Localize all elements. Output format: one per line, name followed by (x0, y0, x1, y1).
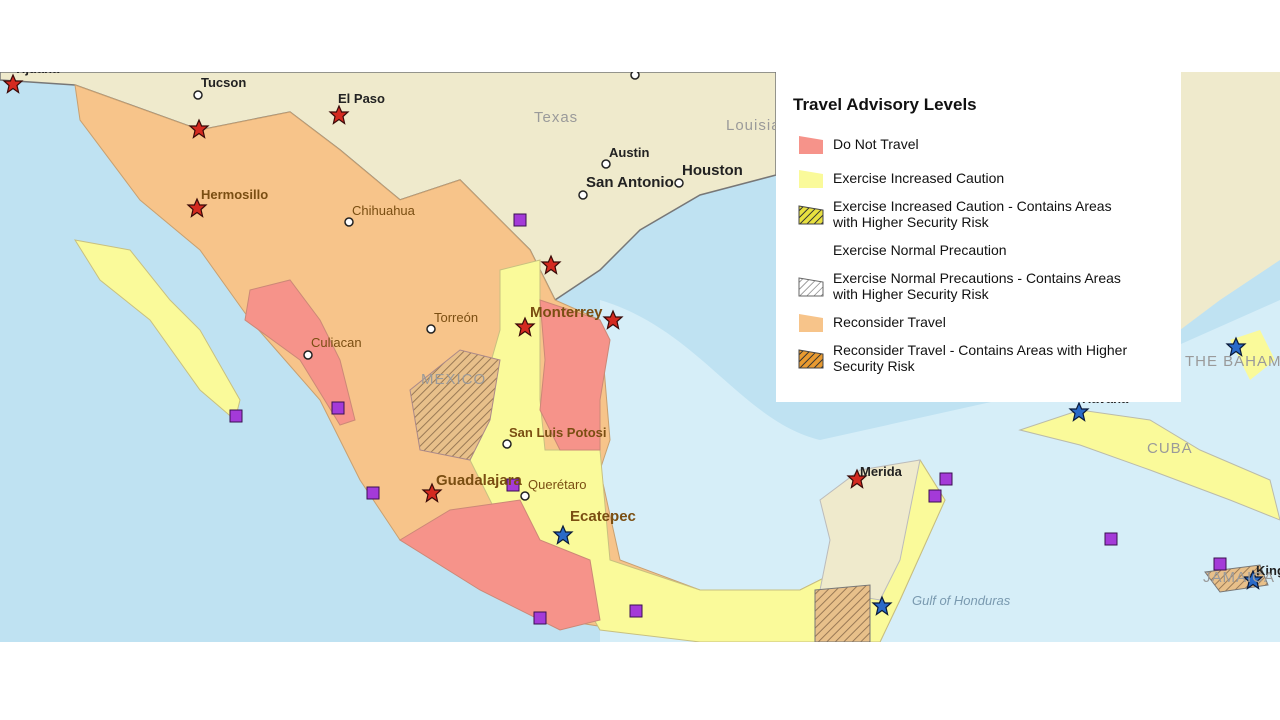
city-label: El Paso (338, 91, 385, 106)
city-dots (193, 72, 684, 501)
bahamas (1230, 330, 1275, 380)
city-dot (193, 90, 203, 100)
yucatan (819, 459, 921, 601)
city-label: Tijuana (14, 61, 60, 76)
do-not-travel-tamaulipas (539, 299, 611, 451)
purple-marker (506, 478, 520, 492)
city-label: Monterrey (530, 304, 603, 321)
region-label: JAMAICA (1203, 569, 1275, 586)
city-label: Merida (860, 464, 903, 479)
region-label: THE BAHAMAS (1185, 353, 1280, 370)
legend-swatch (798, 277, 824, 297)
region-label: CUBA (1147, 440, 1193, 457)
do-not-travel-sinaloa (244, 279, 356, 426)
purple-marker (366, 486, 380, 500)
legend-item: Exercise Increased Caution - Contains Ar… (833, 198, 1112, 230)
legend-item: Exercise Normal Precaution (833, 242, 1007, 258)
city-label: Ecatepec (570, 508, 636, 525)
city-dot (520, 491, 530, 501)
city-label: Querétaro (528, 477, 587, 492)
city-label: Torreón (434, 310, 478, 325)
city-dot (601, 159, 611, 169)
hatched-region (409, 349, 501, 461)
purple-marker (629, 604, 643, 618)
city-dot (502, 439, 512, 449)
region-label: Texas (534, 109, 578, 126)
legend-item: Exercise Increased Caution (833, 170, 1005, 186)
city-dot (344, 217, 354, 227)
city-label: Culiacan (311, 335, 362, 350)
purple-marker (1213, 557, 1227, 571)
legend-swatch (798, 205, 824, 225)
city-dot (303, 350, 313, 360)
city-label: Chihuahua (352, 203, 416, 218)
purple-marker (939, 472, 953, 486)
region-label: Gulf of Honduras (912, 593, 1011, 608)
city-label: Tucson (201, 75, 246, 90)
city-label: Houston (682, 162, 743, 179)
city-dot (426, 324, 436, 334)
purple-marker (533, 611, 547, 625)
purple-markers (229, 213, 1227, 625)
legend-swatch (799, 314, 823, 332)
region-label: Louisia (726, 117, 781, 134)
purple-marker (229, 409, 243, 423)
city-label: Austin (609, 145, 650, 160)
purple-marker (928, 489, 942, 503)
city-label: Kingston (1256, 563, 1280, 578)
legend-swatch (799, 136, 823, 154)
city-label: San Antonio (586, 174, 674, 191)
guatemala-hatched (814, 584, 871, 642)
legend-swatch (799, 170, 823, 188)
region-label: MEXICO (421, 371, 486, 388)
city-dot (630, 72, 640, 80)
purple-marker (513, 213, 527, 227)
legend-swatch (798, 349, 824, 369)
city-label: Hermosillo (201, 187, 268, 202)
city-label: Guadalajara (436, 472, 523, 489)
do-not-travel-south (399, 499, 601, 631)
cuba (1018, 409, 1280, 521)
legend-title: Travel Advisory Levels (793, 95, 977, 114)
legend: Travel Advisory Levels Do Not Travel Exe… (776, 72, 1181, 402)
legend-item: Reconsider Travel - Contains Areas with … (833, 342, 1128, 374)
legend-item: Reconsider Travel (833, 314, 946, 330)
legend-item: Exercise Normal Precautions - Contains A… (833, 270, 1121, 302)
purple-marker (331, 401, 345, 415)
city-label: San Luis Potosi (509, 425, 607, 440)
purple-marker (1104, 532, 1118, 546)
city-dot (578, 190, 588, 200)
legend-item: Do Not Travel (833, 136, 919, 152)
city-dot (674, 178, 684, 188)
